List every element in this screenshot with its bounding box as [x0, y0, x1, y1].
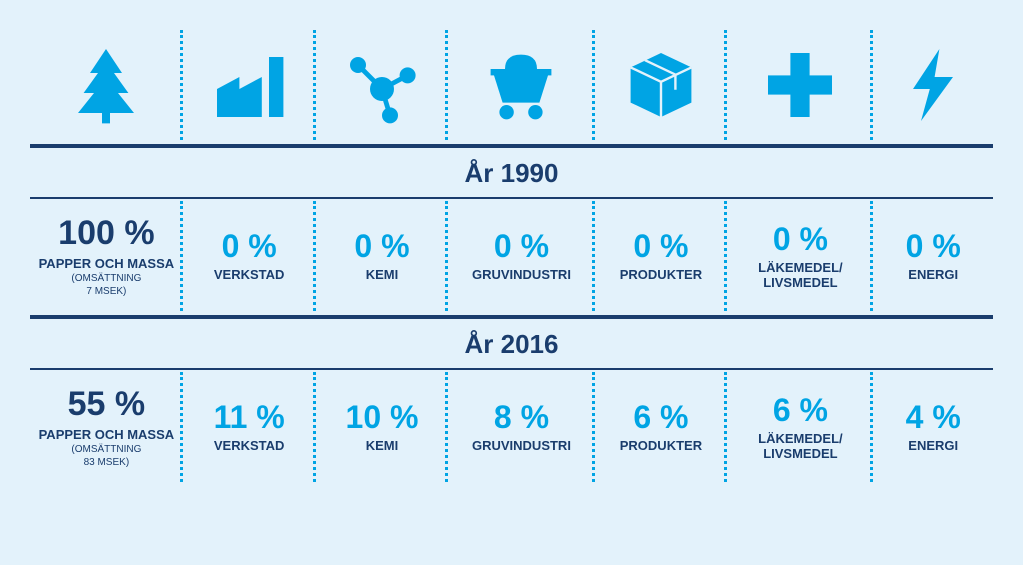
category-label: ENERGI — [908, 268, 958, 282]
category-label: ENERGI — [908, 439, 958, 453]
pct-value: 0 % — [354, 229, 409, 264]
cell-1990-lakemedel: 0 % LÄKEMEDEL/ LIVSMEDEL — [727, 201, 873, 311]
divider-top — [30, 144, 993, 148]
sublabel: (OMSÄTTNING — [71, 273, 141, 284]
category-label: GRUVINDUSTRI — [472, 268, 571, 282]
icon-cell-box — [595, 30, 728, 140]
cell-2016-gruvindustri: 8 % GRUVINDUSTRI — [448, 372, 594, 482]
cell-2016-verkstad: 11 % VERKSTAD — [183, 372, 316, 482]
pct-value: 6 % — [633, 400, 688, 435]
category-label: PRODUKTER — [620, 439, 702, 453]
pct-value: 11 % — [214, 400, 285, 435]
pct-value: 55 % — [68, 386, 146, 423]
category-label: VERKSTAD — [214, 268, 285, 282]
category-label: PAPPER OCH MASSA — [39, 428, 175, 442]
cell-1990-gruvindustri: 0 % GRUVINDUSTRI — [448, 201, 594, 311]
category-label: VERKSTAD — [214, 439, 285, 453]
cell-2016-produkter: 6 % PRODUKTER — [595, 372, 728, 482]
sublabel: 83 MSEK) — [84, 457, 130, 468]
cell-1990-produkter: 0 % PRODUKTER — [595, 201, 728, 311]
year-header-2016: År 2016 — [30, 323, 993, 366]
box-icon — [621, 45, 701, 125]
pct-value: 6 % — [773, 393, 828, 428]
minecart-icon — [481, 45, 561, 125]
molecule-icon — [342, 45, 422, 125]
pct-value: 4 % — [906, 400, 961, 435]
divider-1990 — [30, 197, 993, 199]
cell-1990-verkstad: 0 % VERKSTAD — [183, 201, 316, 311]
pct-value: 0 % — [633, 229, 688, 264]
sublabel: (OMSÄTTNING — [71, 444, 141, 455]
plus-icon — [760, 45, 840, 125]
pct-value: 0 % — [494, 229, 549, 264]
data-row-1990: 100 % PAPPER OCH MASSA (OMSÄTTNING 7 MSE… — [30, 201, 993, 311]
category-label: PAPPER OCH MASSA — [39, 257, 175, 271]
cell-2016-energi: 4 % ENERGI — [873, 372, 993, 482]
category-label: LÄKEMEDEL/ LIVSMEDEL — [731, 261, 869, 290]
cell-2016-kemi: 10 % KEMI — [316, 372, 449, 482]
cell-2016-papper: 55 % PAPPER OCH MASSA (OMSÄTTNING 83 MSE… — [30, 372, 183, 482]
category-label: GRUVINDUSTRI — [472, 439, 571, 453]
category-label: KEMI — [366, 439, 399, 453]
data-row-2016: 55 % PAPPER OCH MASSA (OMSÄTTNING 83 MSE… — [30, 372, 993, 482]
pct-value: 10 % — [346, 400, 419, 435]
pct-value: 100 % — [58, 215, 154, 252]
category-label: PRODUKTER — [620, 268, 702, 282]
divider-mid — [30, 315, 993, 319]
icon-cell-bolt — [873, 30, 993, 140]
pct-value: 8 % — [494, 400, 549, 435]
icon-cell-plus — [727, 30, 873, 140]
cell-2016-lakemedel: 6 % LÄKEMEDEL/ LIVSMEDEL — [727, 372, 873, 482]
cell-1990-energi: 0 % ENERGI — [873, 201, 993, 311]
icon-cell-factory — [183, 30, 316, 140]
sublabel: 7 MSEK) — [86, 286, 126, 297]
cell-1990-kemi: 0 % KEMI — [316, 201, 449, 311]
divider-2016 — [30, 368, 993, 370]
year-header-1990: År 1990 — [30, 152, 993, 195]
pct-value: 0 % — [222, 229, 277, 264]
icon-row — [30, 30, 993, 140]
factory-icon — [209, 45, 289, 125]
pct-value: 0 % — [906, 229, 961, 264]
cell-1990-papper: 100 % PAPPER OCH MASSA (OMSÄTTNING 7 MSE… — [30, 201, 183, 311]
icon-cell-minecart — [448, 30, 594, 140]
category-label: LÄKEMEDEL/ LIVSMEDEL — [731, 432, 869, 461]
pct-value: 0 % — [773, 222, 828, 257]
icon-cell-tree — [30, 30, 183, 140]
tree-icon — [66, 45, 146, 125]
icon-cell-molecule — [316, 30, 449, 140]
bolt-icon — [893, 45, 973, 125]
category-label: KEMI — [366, 268, 399, 282]
